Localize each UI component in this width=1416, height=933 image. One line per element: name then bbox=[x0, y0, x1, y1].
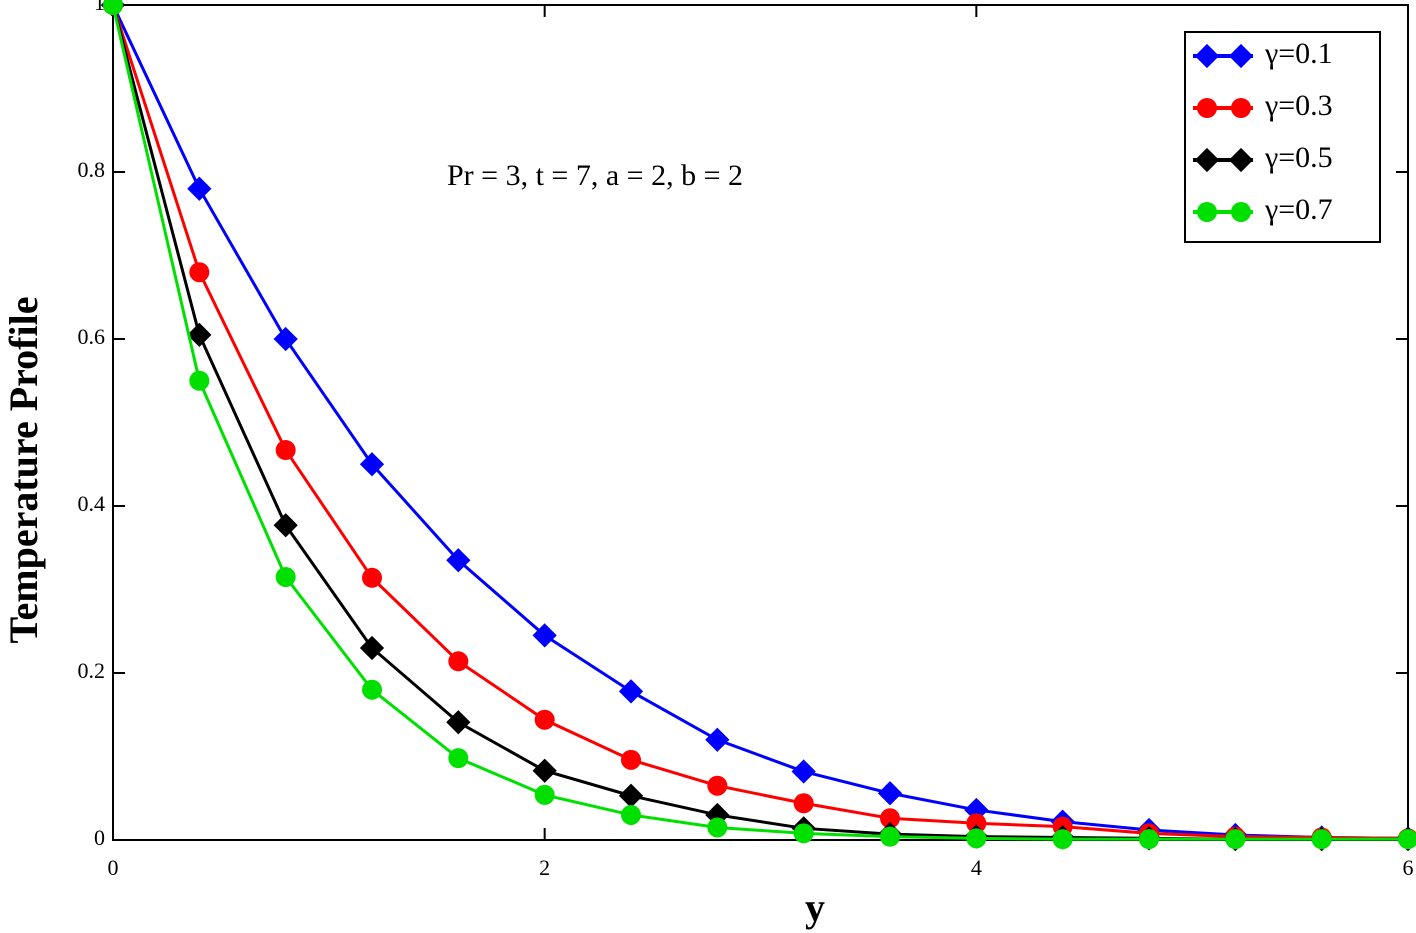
annotation: Pr = 3, t = 7, a = 2, b = 2 bbox=[447, 159, 743, 192]
y-tick-label: 0.6 bbox=[78, 324, 106, 349]
marker bbox=[362, 567, 382, 588]
marker bbox=[1231, 202, 1251, 222]
legend-label: γ=0.5 bbox=[1264, 141, 1333, 174]
marker bbox=[448, 748, 469, 769]
marker bbox=[446, 548, 471, 573]
marker bbox=[1052, 829, 1073, 850]
plot-frame bbox=[112, 4, 1409, 841]
marker bbox=[446, 710, 471, 735]
y-tick-label: 0.8 bbox=[78, 157, 106, 182]
series-line bbox=[111, 4, 1409, 840]
legend-label: γ=0.7 bbox=[1264, 193, 1333, 226]
x-tick-label: 4 bbox=[971, 855, 982, 880]
marker bbox=[1231, 98, 1251, 118]
marker bbox=[880, 826, 900, 847]
marker bbox=[359, 452, 385, 477]
series-line bbox=[111, 4, 1409, 840]
marker bbox=[275, 566, 296, 587]
x-tick-label: 0 bbox=[108, 855, 119, 880]
marker bbox=[1197, 98, 1217, 118]
legend-label: γ=0.3 bbox=[1264, 89, 1333, 122]
marker bbox=[187, 176, 212, 201]
legend-label: γ=0.1 bbox=[1264, 37, 1333, 70]
y-tick-label: 0 bbox=[94, 825, 105, 850]
marker bbox=[880, 808, 900, 829]
y-tick-label: 1 bbox=[94, 0, 105, 15]
marker bbox=[618, 679, 644, 704]
marker bbox=[1194, 147, 1220, 173]
x-tick-label: 2 bbox=[539, 855, 550, 880]
marker bbox=[618, 783, 644, 808]
marker bbox=[1228, 43, 1254, 69]
marker bbox=[1228, 147, 1254, 173]
marker bbox=[103, 0, 123, 15]
marker bbox=[362, 679, 382, 700]
marker bbox=[187, 322, 212, 347]
marker bbox=[534, 784, 555, 805]
series-line bbox=[111, 4, 1408, 841]
marker bbox=[705, 727, 730, 752]
marker bbox=[532, 623, 557, 648]
marker bbox=[1139, 829, 1159, 850]
marker bbox=[273, 326, 298, 352]
x-tick-label: 6 bbox=[1403, 855, 1414, 880]
marker bbox=[793, 793, 814, 814]
marker bbox=[707, 817, 728, 838]
y-axis-label: Temperature Profile bbox=[1, 297, 46, 644]
marker bbox=[1194, 43, 1220, 69]
marker bbox=[877, 781, 903, 806]
marker bbox=[621, 749, 641, 770]
marker bbox=[707, 775, 728, 796]
marker bbox=[966, 813, 987, 834]
marker bbox=[448, 651, 469, 672]
marker bbox=[793, 823, 814, 844]
marker bbox=[1398, 829, 1416, 850]
marker bbox=[189, 370, 210, 391]
marker bbox=[532, 758, 557, 783]
marker bbox=[534, 709, 555, 730]
marker bbox=[1311, 829, 1332, 850]
marker bbox=[275, 440, 296, 461]
marker bbox=[1225, 829, 1246, 850]
marker bbox=[1197, 202, 1217, 222]
y-tick-label: 0.4 bbox=[78, 491, 106, 516]
marker bbox=[189, 262, 210, 283]
y-tick-label: 0.2 bbox=[78, 658, 106, 683]
marker bbox=[359, 635, 385, 661]
x-axis-label: y bbox=[805, 885, 825, 930]
marker bbox=[621, 804, 641, 825]
marker bbox=[273, 513, 298, 538]
marker bbox=[791, 759, 816, 784]
marker bbox=[966, 828, 987, 849]
legend-box bbox=[1184, 31, 1381, 243]
